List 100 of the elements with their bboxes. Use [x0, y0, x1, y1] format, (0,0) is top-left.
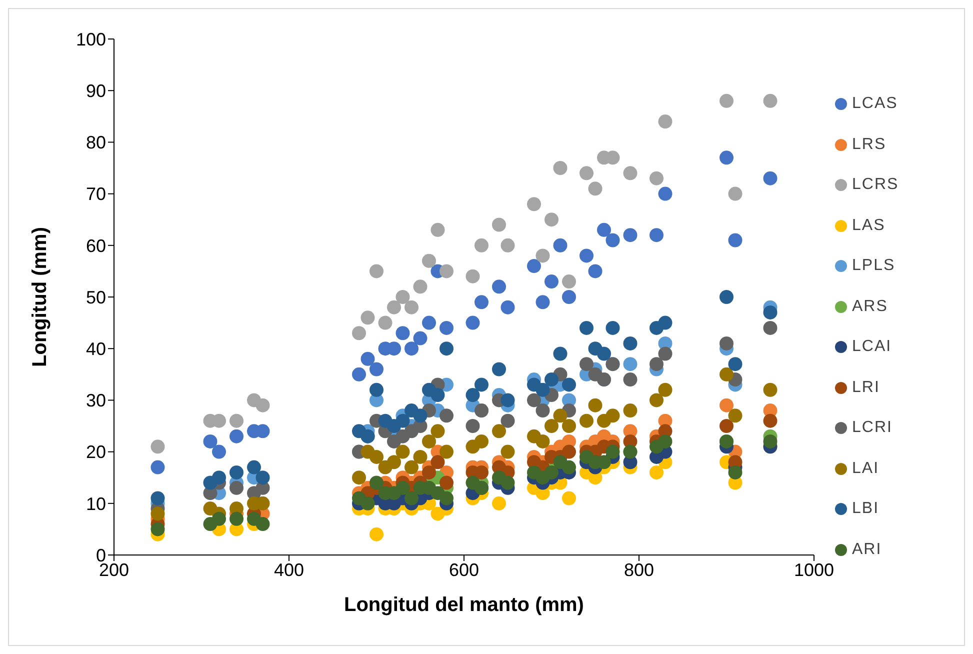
- point: [413, 331, 428, 346]
- point: [728, 233, 742, 248]
- point: [466, 316, 480, 330]
- point: [230, 465, 244, 480]
- point: [422, 254, 436, 268]
- point: [658, 186, 672, 201]
- point: [370, 264, 384, 278]
- point: [387, 455, 401, 470]
- point: [720, 290, 734, 304]
- y-tick-label: 50: [86, 287, 106, 308]
- point: [544, 212, 558, 227]
- point: [440, 264, 454, 278]
- x-tick-label: 600: [448, 560, 480, 580]
- point: [422, 316, 436, 330]
- point: [623, 357, 638, 372]
- point: [230, 480, 244, 495]
- point: [430, 222, 445, 237]
- point: [150, 460, 165, 474]
- point: [720, 398, 734, 412]
- point: [588, 264, 602, 278]
- point: [352, 326, 366, 340]
- legend-label: LCRS: [852, 176, 899, 194]
- point: [562, 491, 576, 506]
- point: [536, 382, 550, 397]
- point: [404, 342, 418, 356]
- y-tick-label: 40: [86, 338, 106, 359]
- point: [422, 465, 436, 480]
- point: [580, 414, 594, 428]
- point: [492, 362, 506, 376]
- y-tick-label: 70: [86, 184, 106, 204]
- point: [440, 444, 454, 459]
- point: [623, 166, 638, 180]
- point: [440, 342, 454, 356]
- point: [396, 326, 410, 340]
- legend-label: LRS: [852, 136, 886, 154]
- point: [527, 197, 541, 212]
- y-tick-label: 10: [86, 494, 106, 514]
- point: [352, 367, 366, 382]
- point: [413, 450, 428, 464]
- x-tick-label: 800: [624, 560, 654, 580]
- point: [553, 346, 568, 361]
- point: [360, 310, 375, 325]
- point: [474, 378, 488, 392]
- legend-label: ARI: [852, 540, 882, 559]
- point: [553, 408, 568, 423]
- point: [247, 460, 261, 474]
- point: [658, 316, 672, 330]
- point: [387, 300, 401, 314]
- point: [500, 444, 515, 459]
- point: [658, 382, 672, 397]
- point: [396, 290, 410, 304]
- point: [597, 346, 611, 361]
- point: [536, 434, 550, 448]
- point: [492, 424, 506, 438]
- point: [256, 470, 270, 485]
- point: [230, 429, 244, 444]
- y-tick-label: 20: [86, 442, 106, 462]
- point: [396, 444, 410, 459]
- legend-label: LBI: [852, 500, 880, 518]
- point: [606, 408, 620, 423]
- point: [422, 434, 436, 448]
- point: [588, 182, 602, 196]
- point: [728, 465, 742, 480]
- point: [720, 367, 734, 382]
- point: [212, 444, 226, 459]
- point: [650, 357, 664, 372]
- point: [150, 522, 165, 536]
- y-tick-label: 100: [76, 29, 106, 50]
- legend-label: LCAS: [852, 95, 898, 114]
- point: [720, 419, 734, 433]
- point: [763, 414, 778, 428]
- point: [580, 248, 594, 263]
- point: [623, 336, 638, 350]
- point: [396, 414, 410, 428]
- y-tick-label: 30: [86, 390, 106, 411]
- point: [562, 274, 576, 289]
- point: [413, 280, 428, 294]
- point: [370, 450, 384, 464]
- point: [544, 274, 558, 289]
- point: [553, 161, 568, 175]
- legend-label: LAS: [852, 216, 886, 235]
- point: [536, 248, 550, 263]
- point: [544, 372, 558, 387]
- point: [720, 336, 734, 350]
- point: [150, 491, 165, 506]
- point: [763, 94, 778, 108]
- point: [597, 222, 611, 237]
- point: [650, 465, 664, 480]
- point: [370, 382, 384, 397]
- point: [492, 280, 506, 294]
- point: [396, 480, 410, 495]
- point: [466, 419, 480, 433]
- point: [500, 393, 515, 408]
- point: [606, 233, 620, 248]
- y-axis-title: Longitud (mm): [29, 227, 52, 367]
- point: [430, 424, 445, 438]
- legend-label: LRI: [852, 378, 880, 397]
- point: [360, 496, 375, 510]
- point: [500, 476, 515, 490]
- x-tick-label: 1000: [794, 560, 834, 580]
